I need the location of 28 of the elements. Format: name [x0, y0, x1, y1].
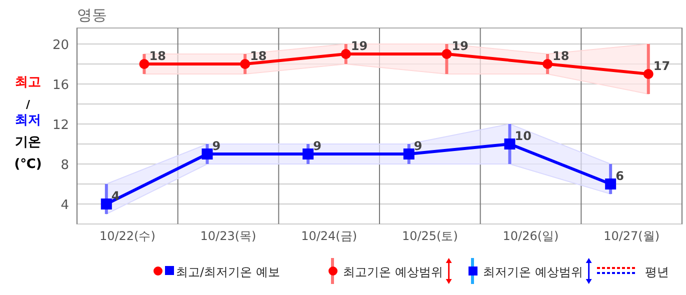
- data-label: 9: [414, 139, 422, 153]
- y-tick-label: 4: [60, 198, 69, 213]
- data-label: 18: [552, 49, 570, 63]
- data-label: 6: [616, 169, 624, 183]
- y-tick-label: 8: [60, 158, 69, 173]
- x-tick-label: 10/22(수): [99, 229, 156, 243]
- text: 최고/최저기온 예보: [176, 265, 280, 279]
- y-axis-title: 최고/최저 기온 (℃): [14, 75, 42, 172]
- x-tick-label: 10/24(금): [301, 229, 358, 243]
- data-label: 17: [653, 59, 670, 73]
- text: 평년: [645, 265, 669, 279]
- data-label: 9: [313, 139, 322, 153]
- text: 최저기온 예상범위: [483, 265, 583, 279]
- data-label: 9: [212, 139, 221, 153]
- data-label: 19: [452, 39, 468, 53]
- text: 최고기온 예상범위: [343, 265, 443, 279]
- chart-title: 영동: [77, 6, 107, 24]
- data-label: 19: [350, 39, 368, 53]
- y-tick-label: 12: [52, 118, 69, 133]
- x-tick-label: 10/26(일): [502, 229, 559, 243]
- x-tick-label: 10/23(목): [200, 229, 256, 243]
- y-tick-label: 16: [52, 78, 69, 93]
- data-label: 18: [149, 49, 166, 63]
- x-tick-label: 10/27(월): [604, 229, 660, 243]
- y-tick-label: 20: [52, 38, 69, 53]
- data-label: 18: [250, 49, 267, 63]
- data-label: 10: [514, 129, 532, 143]
- x-tick-label: 10/25(토): [402, 229, 458, 243]
